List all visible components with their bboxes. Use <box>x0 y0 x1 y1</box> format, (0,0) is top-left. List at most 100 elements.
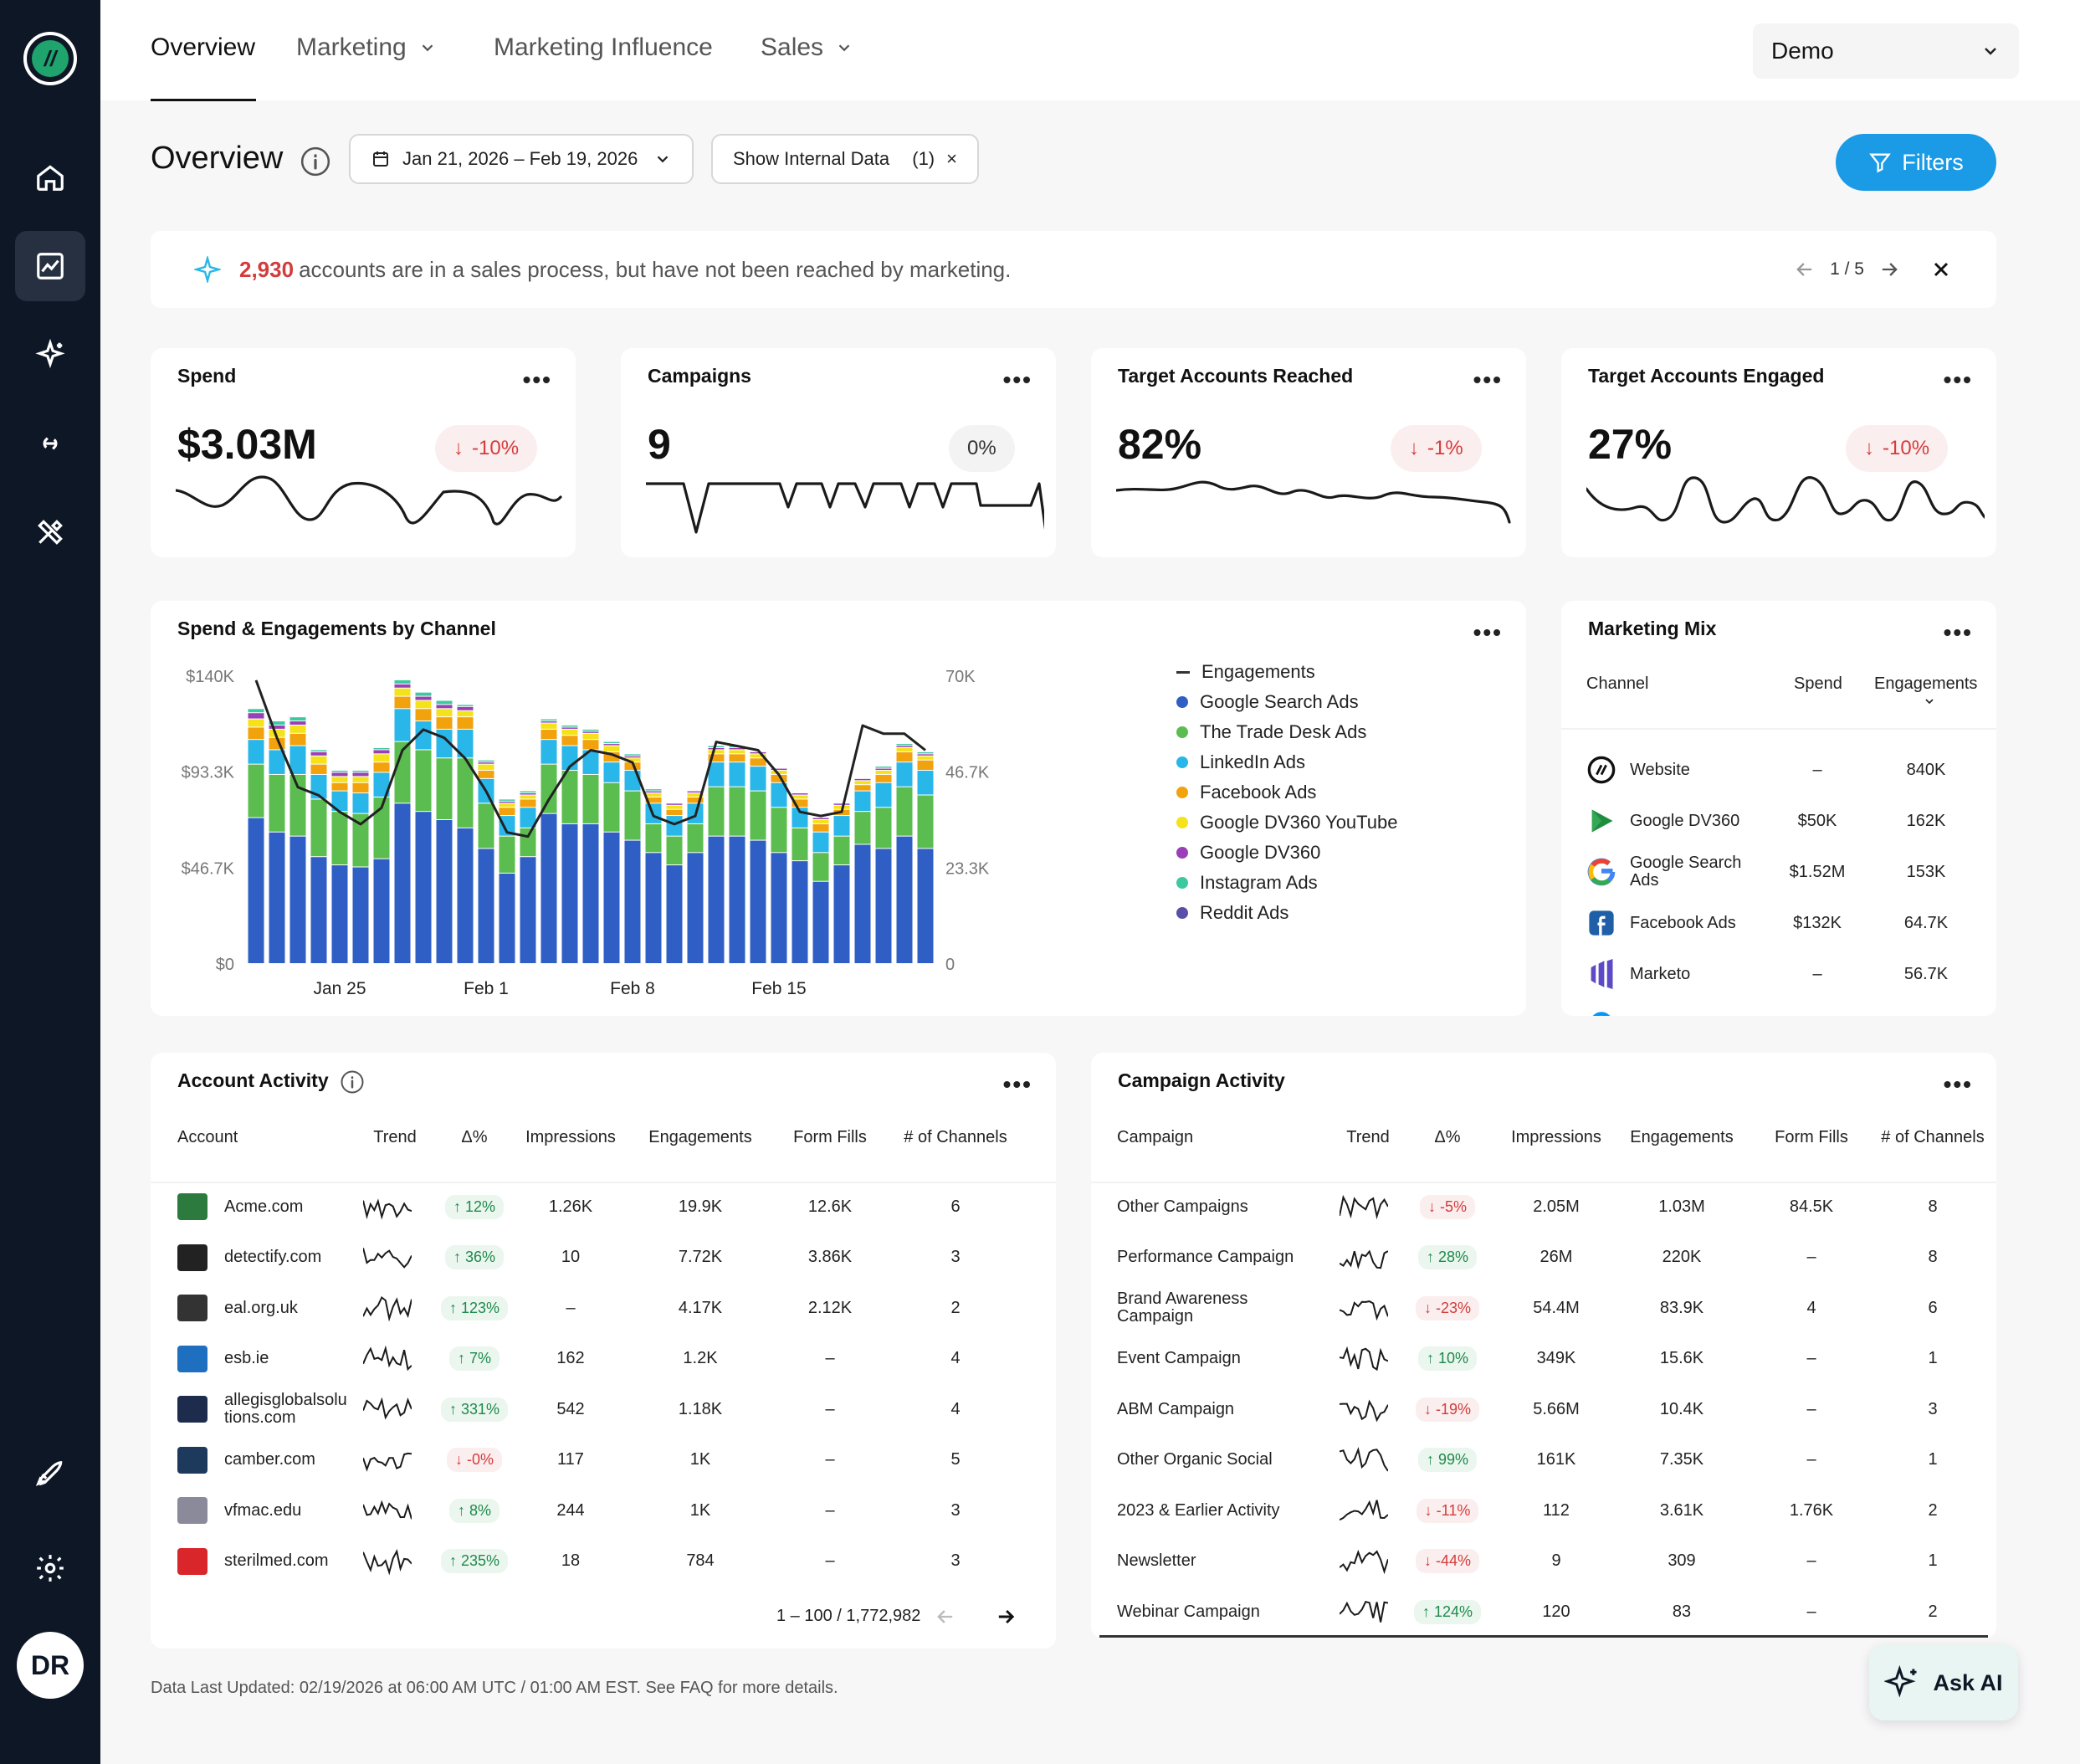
close-icon[interactable]: × <box>946 148 957 169</box>
chart-bar-segment[interactable] <box>750 754 766 758</box>
chart-bar-segment[interactable] <box>603 782 620 832</box>
arrow-right-icon[interactable] <box>994 1605 1017 1628</box>
table-row[interactable]: Webinar Campaign ↑ 124% 120 83 – 2 <box>1117 1587 1995 1637</box>
table-row[interactable]: camber.com ↓ -0% 117 1K – 5 <box>177 1435 1022 1485</box>
chart-bar-segment[interactable] <box>415 692 432 696</box>
more-options-icon[interactable]: ••• <box>1943 619 1973 645</box>
legend-item[interactable]: Engagements <box>1176 661 1315 683</box>
chart-bar-segment[interactable] <box>729 787 745 836</box>
chart-bar-segment[interactable] <box>289 725 306 733</box>
chart-bar-segment[interactable] <box>248 727 264 740</box>
chart-bar-segment[interactable] <box>415 696 432 700</box>
chart-bar-segment[interactable] <box>331 791 348 812</box>
chart-bar-segment[interactable] <box>917 756 934 760</box>
chart-bar-segment[interactable] <box>729 754 745 762</box>
campaign-name[interactable]: Performance Campaign <box>1117 1248 1294 1266</box>
column-header[interactable]: Account <box>177 1128 238 1146</box>
chart-bar-segment[interactable] <box>310 756 327 764</box>
chart-bar-segment[interactable] <box>352 813 369 867</box>
chart-bar-segment[interactable] <box>917 754 934 756</box>
chart-bar-segment[interactable] <box>373 859 390 963</box>
chart-bar-segment[interactable] <box>582 823 599 963</box>
chart-bar-segment[interactable] <box>520 828 536 857</box>
table-row[interactable]: eal.org.uk ↑ 123% – 4.17K 2.12K 2 <box>177 1283 1022 1333</box>
campaign-name[interactable]: 2023 & Earlier Activity <box>1117 1500 1280 1520</box>
chart-bar-segment[interactable] <box>269 832 285 963</box>
chart-bar-segment[interactable] <box>352 772 369 777</box>
campaign-name[interactable]: Newsletter <box>1117 1551 1196 1570</box>
chart-bar-segment[interactable] <box>415 721 432 750</box>
more-options-icon[interactable]: ••• <box>1002 367 1032 392</box>
chart-bar-segment[interactable] <box>310 764 327 774</box>
chart-bar-segment[interactable] <box>436 709 453 717</box>
chart-bar-segment[interactable] <box>875 768 892 771</box>
chart-bar-segment[interactable] <box>896 746 913 747</box>
chart-bar-segment[interactable] <box>792 861 808 963</box>
ask-ai-button[interactable]: Ask AI <box>1869 1645 2018 1720</box>
chart-bar-segment[interactable] <box>624 756 641 758</box>
more-options-icon[interactable]: ••• <box>522 367 552 392</box>
chart-bar-segment[interactable] <box>603 744 620 746</box>
account-name[interactable]: vfmac.edu <box>224 1500 302 1520</box>
column-header[interactable]: # of Channels <box>1881 1128 1985 1146</box>
chart-bar-segment[interactable] <box>875 808 892 849</box>
arrow-right-icon[interactable] <box>1878 258 1901 281</box>
chart-bar-segment[interactable] <box>352 777 369 782</box>
chart-bar-segment[interactable] <box>436 705 453 709</box>
campaign-name[interactable]: Webinar Campaign <box>1117 1602 1260 1621</box>
chart-bar-segment[interactable] <box>499 816 515 836</box>
chart-bar-segment[interactable] <box>582 729 599 731</box>
chart-bar-segment[interactable] <box>352 771 369 772</box>
table-row[interactable]: Newsletter ↓ -44% 9 309 – 1 <box>1117 1536 1995 1587</box>
date-range-picker[interactable]: Jan 21, 2026 – Feb 19, 2026 <box>349 134 694 184</box>
chart-bar-segment[interactable] <box>561 729 578 736</box>
chart-bar-segment[interactable] <box>582 740 599 750</box>
chart-bar-segment[interactable] <box>499 801 515 803</box>
chart-bar-segment[interactable] <box>896 744 913 746</box>
chart-bar-segment[interactable] <box>373 748 390 750</box>
chart-bar-segment[interactable] <box>499 799 515 801</box>
chart-bar-segment[interactable] <box>771 774 787 782</box>
chart-bar-segment[interactable] <box>415 750 432 812</box>
chart-bar-segment[interactable] <box>917 760 934 771</box>
legend-item[interactable]: Instagram Ads <box>1176 872 1318 894</box>
more-options-icon[interactable]: ••• <box>1943 1071 1973 1097</box>
gear-icon[interactable] <box>15 1533 85 1603</box>
chart-bar-segment[interactable] <box>875 774 892 782</box>
link-icon[interactable] <box>15 408 85 479</box>
chart-bar-segment[interactable] <box>269 725 285 729</box>
chart-bar-segment[interactable] <box>582 750 599 774</box>
chart-bar-segment[interactable] <box>331 772 348 777</box>
chart-bar-segment[interactable] <box>729 748 745 750</box>
chart-bar-segment[interactable] <box>812 832 829 853</box>
chart-bar-segment[interactable] <box>854 781 871 785</box>
chart-bar-segment[interactable] <box>666 809 683 816</box>
chart-bar-segment[interactable] <box>331 865 348 963</box>
chart-bar-segment[interactable] <box>582 733 599 740</box>
chart-bar-segment[interactable] <box>540 813 557 963</box>
tab-sales[interactable]: Sales <box>761 33 853 62</box>
home-icon[interactable] <box>15 142 85 213</box>
chart-bar-segment[interactable] <box>520 799 536 808</box>
arrow-left-icon[interactable] <box>934 1605 957 1628</box>
chart-bar-segment[interactable] <box>729 762 745 787</box>
chart-bar-segment[interactable] <box>812 853 829 881</box>
chart-bar-segment[interactable] <box>457 710 474 717</box>
table-row[interactable]: Other Campaigns ↓ -5% 2.05M 1.03M 84.5K 8 <box>1117 1182 1995 1232</box>
chart-bar-segment[interactable] <box>917 751 934 754</box>
chart-bar-segment[interactable] <box>750 791 766 840</box>
chart-bar-segment[interactable] <box>352 782 369 793</box>
campaign-name[interactable]: Other Organic Social <box>1117 1450 1273 1469</box>
chart-bar-segment[interactable] <box>792 793 808 795</box>
chart-bar-segment[interactable] <box>896 836 913 963</box>
more-options-icon[interactable]: ••• <box>1473 367 1503 392</box>
chart-bar-segment[interactable] <box>499 836 515 873</box>
chart-bar-segment[interactable] <box>833 865 850 963</box>
campaign-name[interactable]: Brand Awareness Campaign <box>1117 1290 1248 1326</box>
chart-bar-segment[interactable] <box>269 729 285 737</box>
chart-bar-segment[interactable] <box>645 789 662 791</box>
account-name[interactable]: eal.org.uk <box>224 1298 298 1317</box>
chart-bar-segment[interactable] <box>310 799 327 857</box>
chart-bar-segment[interactable] <box>624 758 641 762</box>
chart-bar-segment[interactable] <box>875 771 892 774</box>
